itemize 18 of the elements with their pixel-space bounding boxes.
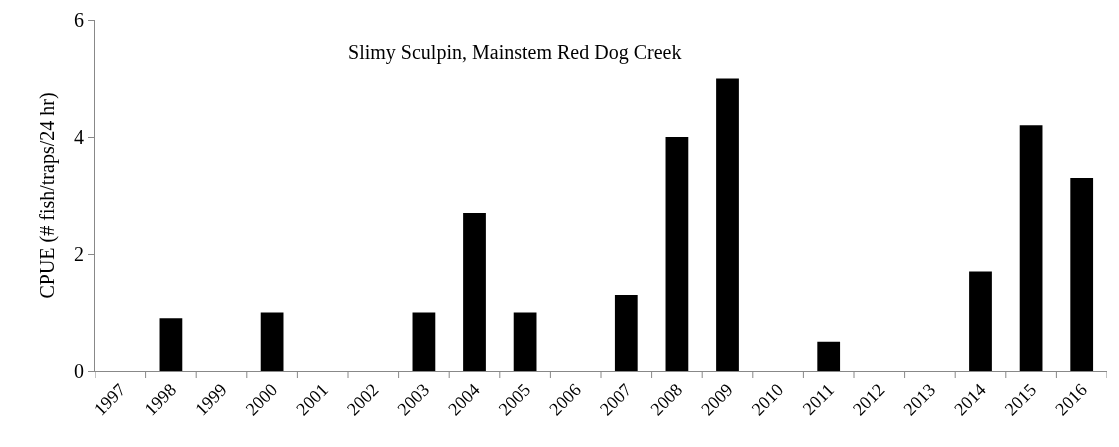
bar: [260, 312, 284, 371]
bar: [513, 312, 537, 371]
y-tick-label: 4: [74, 126, 84, 148]
bar: [463, 213, 486, 371]
y-axis-title: CPUE (# fish/traps/24 hr): [35, 92, 59, 299]
bar: [969, 271, 992, 371]
bar: [614, 294, 638, 371]
y-tick-label: 2: [74, 243, 84, 265]
bar: [1070, 177, 1094, 371]
bar: [159, 318, 183, 371]
bar: [665, 137, 689, 371]
bar: [1019, 125, 1043, 371]
y-tick-label: 0: [74, 360, 84, 382]
bar: [716, 78, 739, 371]
y-tick-label: 6: [74, 9, 84, 31]
bar: [412, 312, 436, 371]
text: Slimy Sculpin, Mainstem Red Dog Creek: [348, 40, 682, 64]
bar: [817, 341, 841, 371]
